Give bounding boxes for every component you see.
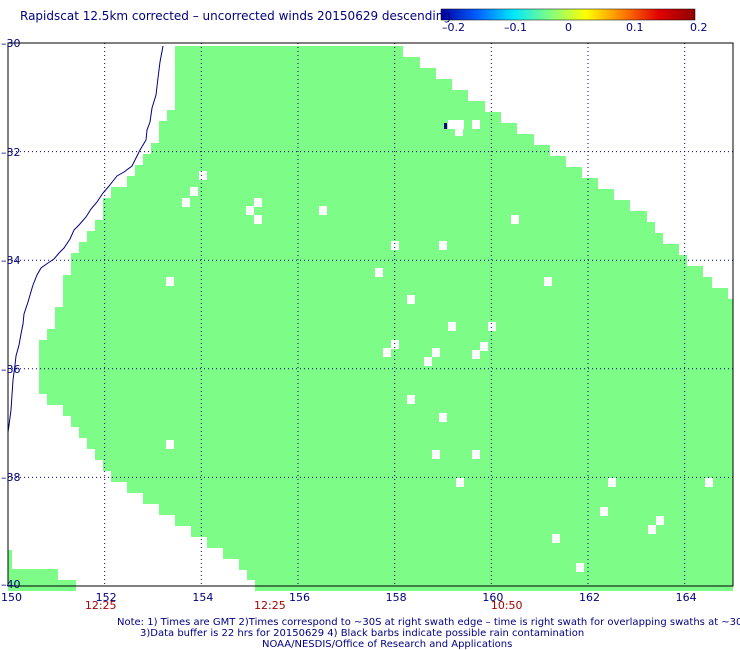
missing-data-cell bbox=[439, 241, 447, 250]
missing-data-cell bbox=[166, 440, 174, 449]
latitude-tick-label: –34 bbox=[1, 254, 21, 268]
colorbar-tick-label: 0.2 bbox=[690, 21, 708, 34]
missing-data-cell bbox=[576, 563, 584, 572]
missing-data-cell bbox=[199, 171, 207, 180]
wind-mark bbox=[444, 123, 447, 129]
missing-data-cell bbox=[439, 413, 447, 422]
missing-data-cell bbox=[432, 348, 440, 357]
missing-data-cell bbox=[705, 478, 713, 487]
map-frame bbox=[7, 42, 734, 587]
missing-data-cell bbox=[455, 127, 463, 136]
latitude-tick-label: –40 bbox=[1, 578, 21, 591]
missing-data-cell bbox=[391, 340, 399, 349]
longitude-tick-label: 156 bbox=[289, 591, 310, 604]
missing-data-cell bbox=[246, 206, 254, 215]
missing-data-cell bbox=[448, 120, 456, 129]
latitude-tick-label: –36 bbox=[1, 362, 21, 376]
missing-data-cell bbox=[383, 348, 391, 357]
longitude-tick-label: 154 bbox=[192, 591, 214, 604]
map-title: Rapidscat 12.5km corrected – uncorrected… bbox=[20, 9, 451, 23]
swath-polygon bbox=[39, 46, 733, 591]
swath-time-label: 10:50 bbox=[490, 599, 523, 612]
missing-data-cell bbox=[407, 395, 415, 404]
swath-time-label: 12:25 bbox=[84, 599, 117, 612]
colorbar-tick-label: –0.1 bbox=[504, 21, 527, 34]
longitude-tick-label: 162 bbox=[579, 591, 600, 604]
latitude-tick-label: –30 bbox=[1, 37, 21, 50]
missing-data-cell bbox=[190, 187, 198, 196]
missing-data-cell bbox=[456, 478, 464, 487]
missing-data-cell bbox=[448, 322, 456, 331]
missing-data-cell bbox=[432, 450, 440, 459]
longitude-tick-label: 160 bbox=[482, 591, 504, 604]
longitude-tick-label: 164 bbox=[675, 591, 697, 604]
lat-lon-grid bbox=[8, 43, 733, 586]
coastline bbox=[7, 45, 164, 433]
missing-data-cell bbox=[375, 268, 383, 277]
missing-data-cell bbox=[182, 198, 190, 207]
missing-data-cell bbox=[648, 525, 656, 534]
wind-swath-area bbox=[8, 46, 733, 591]
missing-data-cell bbox=[472, 450, 480, 459]
missing-data-cell bbox=[424, 357, 432, 366]
missing-data-cell bbox=[472, 350, 480, 359]
swath-time-label: 12:25 bbox=[254, 599, 286, 612]
footnote-line-3: NOAA/NESDIS/Office of Research and Appli… bbox=[262, 639, 513, 650]
colorbar-tick-label: 0.1 bbox=[626, 21, 644, 34]
missing-data-cell bbox=[254, 215, 262, 224]
missing-data-cell bbox=[600, 507, 608, 516]
missing-data-cell bbox=[319, 206, 327, 215]
colorbar-tick-label: –0.2 bbox=[442, 21, 465, 34]
missing-data-cell bbox=[511, 215, 519, 224]
longitude-tick-label: 150 bbox=[1, 591, 22, 604]
missing-data-cells bbox=[166, 120, 713, 572]
missing-data-cell bbox=[656, 516, 664, 525]
latitude-tick-label: –38 bbox=[1, 471, 21, 485]
missing-data-cell bbox=[488, 322, 496, 331]
colorbar-tick-label: 0 bbox=[565, 21, 572, 34]
missing-data-cell bbox=[254, 198, 262, 207]
missing-data-cell bbox=[472, 120, 480, 129]
missing-data-cell bbox=[456, 120, 464, 129]
latitude-tick-label: –32 bbox=[1, 145, 21, 159]
missing-data-cell bbox=[608, 478, 616, 487]
missing-data-cell bbox=[480, 342, 488, 351]
longitude-tick-label: 152 bbox=[95, 591, 117, 604]
longitude-tick-label: 158 bbox=[385, 591, 407, 604]
footnote-line-1: Note: 1) Times are GMT 2)Times correspon… bbox=[117, 617, 740, 628]
footnote-line-2: 3)Data buffer is 22 hrs for 20150629 4) … bbox=[140, 628, 585, 639]
missing-data-cell bbox=[544, 277, 552, 286]
missing-data-cell bbox=[552, 534, 560, 543]
missing-data-cell bbox=[166, 277, 174, 286]
colorbar bbox=[440, 8, 696, 21]
missing-data-cell bbox=[391, 241, 399, 250]
missing-data-cell bbox=[407, 295, 415, 304]
